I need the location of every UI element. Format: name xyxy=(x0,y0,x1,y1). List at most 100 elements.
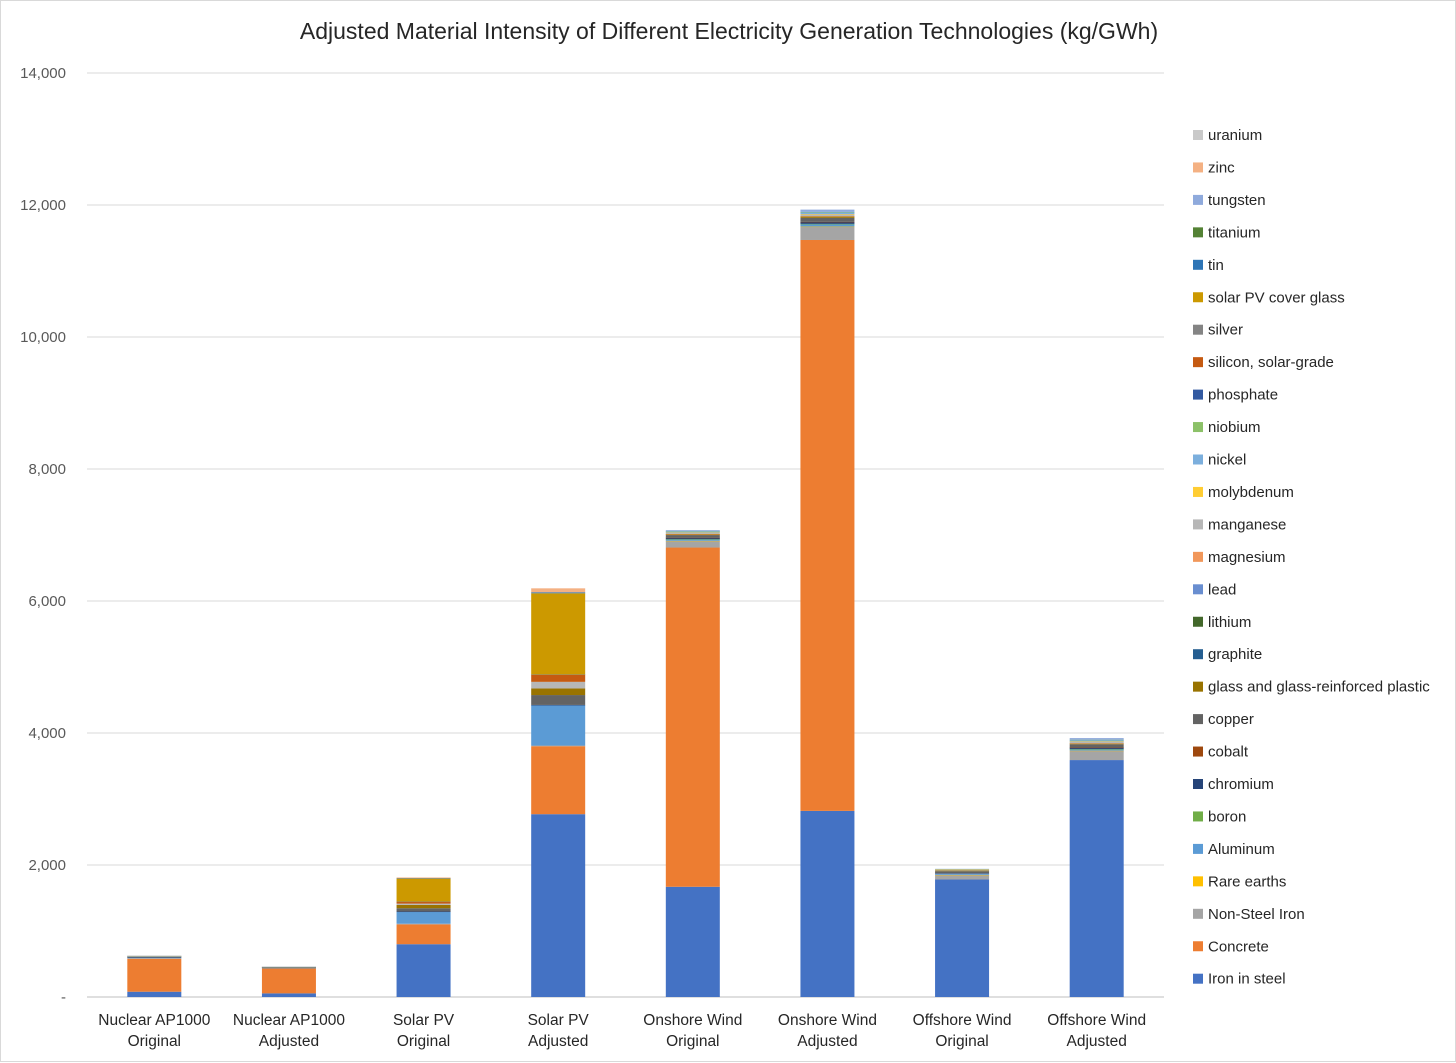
x-tick-label: Original xyxy=(666,1033,719,1050)
bar-segment xyxy=(396,878,451,902)
x-tick-label: Original xyxy=(935,1033,988,1050)
bar-segment xyxy=(665,886,720,997)
x-tick-label: Offshore Wind xyxy=(1047,1012,1146,1029)
legend-swatch xyxy=(1193,908,1203,919)
bar-segment xyxy=(127,956,182,957)
bar-segment xyxy=(1069,738,1124,740)
legend-swatch xyxy=(1193,259,1203,270)
bar-segment xyxy=(127,958,182,959)
legend-swatch xyxy=(1193,324,1203,335)
bar-segment xyxy=(531,588,586,593)
bar-segment xyxy=(665,531,720,533)
bar-segment xyxy=(531,705,586,746)
bar-segment xyxy=(800,223,855,225)
bar-segment xyxy=(531,593,586,675)
bar-segment xyxy=(1069,750,1124,761)
legend-swatch xyxy=(1193,389,1203,400)
bar-segment xyxy=(396,944,451,997)
bar-segment xyxy=(1069,743,1124,745)
legend-swatch xyxy=(1193,973,1203,984)
bar-segment xyxy=(800,226,855,228)
bar-segment xyxy=(531,592,586,594)
bar-segment xyxy=(1069,760,1124,997)
y-tick-label: 8,000 xyxy=(28,461,66,478)
bar-segment xyxy=(1069,750,1124,752)
bar-segment xyxy=(127,955,182,956)
bar-segment xyxy=(1069,747,1124,749)
legend-label: lithium xyxy=(1208,614,1251,631)
x-axis-labels: Nuclear AP1000 Original Nuclear AP1000 Adju… xyxy=(98,1012,1146,1050)
bar-segment xyxy=(665,532,720,534)
x-tick-label: Adjusted xyxy=(528,1033,588,1050)
bar-segment xyxy=(665,537,720,539)
legend-label: graphite xyxy=(1208,646,1262,663)
bar-segment xyxy=(665,540,720,548)
x-tick-label: Offshore Wind xyxy=(913,1012,1012,1029)
legend-label: lead xyxy=(1208,581,1236,598)
bar-segment xyxy=(800,226,855,240)
bar-segment xyxy=(800,209,855,212)
bar-segment xyxy=(800,216,855,217)
bar-segment xyxy=(800,211,855,213)
legend-label: copper xyxy=(1208,711,1254,728)
bar-segment xyxy=(800,221,855,224)
y-tick-label: 6,000 xyxy=(28,593,66,610)
bar-segment xyxy=(396,911,451,924)
bar-segment xyxy=(935,879,990,997)
bar-segment xyxy=(665,530,720,532)
bar-segment xyxy=(1069,744,1124,748)
legend-swatch xyxy=(1193,616,1203,627)
x-tick-label: Adjusted xyxy=(797,1033,857,1050)
x-tick-label: Solar PV xyxy=(528,1012,590,1029)
legend-label: Rare earths xyxy=(1208,873,1286,890)
legend-swatch xyxy=(1193,454,1203,465)
bar-segment xyxy=(935,869,990,871)
x-tick-label: Onshore Wind xyxy=(643,1012,742,1029)
x-tick-label: Nuclear AP1000 xyxy=(98,1012,210,1029)
bar-segment xyxy=(531,746,586,815)
bar-segment xyxy=(1069,749,1124,751)
legend-swatch xyxy=(1193,746,1203,757)
legend-swatch xyxy=(1193,519,1203,530)
legend-label: boron xyxy=(1208,808,1246,825)
bar-segment xyxy=(396,877,451,879)
legend-swatch xyxy=(1193,649,1203,660)
bar-segment xyxy=(800,217,855,222)
legend-swatch xyxy=(1193,941,1203,952)
bar-segment xyxy=(261,966,316,967)
bar-segment xyxy=(800,216,855,218)
x-tick-label: Adjusted xyxy=(259,1033,319,1050)
legend-label: solar PV cover glass xyxy=(1208,289,1345,306)
bar-segment xyxy=(665,540,720,542)
bar-segment xyxy=(1069,739,1124,742)
bar-segment xyxy=(1069,739,1124,741)
y-tick-label: 14,000 xyxy=(20,65,66,82)
legend-swatch xyxy=(1193,292,1203,303)
bar-segment xyxy=(396,904,451,909)
legend-swatch xyxy=(1193,422,1203,433)
bar-segment xyxy=(396,878,451,879)
chart-title: Adjusted Material Intensity of Different… xyxy=(299,18,1159,44)
legend-swatch xyxy=(1193,227,1203,238)
bar-segment xyxy=(531,681,586,689)
legend-label: cobalt xyxy=(1208,744,1249,761)
bar-segment xyxy=(531,745,586,747)
bar-segment xyxy=(665,531,720,532)
legend-swatch xyxy=(1193,357,1203,368)
legend-swatch xyxy=(1193,130,1203,140)
bar-segment xyxy=(665,532,720,535)
bar-segment xyxy=(127,956,182,957)
y-tick-label: 2,000 xyxy=(28,857,66,874)
legend-label: phosphate xyxy=(1208,387,1278,404)
legend-label: Iron in steel xyxy=(1208,971,1286,988)
x-tick-label: Solar PV xyxy=(393,1012,455,1029)
legend-swatch xyxy=(1193,584,1203,595)
bar-segment xyxy=(396,901,451,903)
legend-label: silver xyxy=(1208,322,1243,339)
bar-segment xyxy=(261,968,316,994)
legend-label: magnesium xyxy=(1208,549,1286,566)
legend-swatch xyxy=(1193,779,1203,789)
bar-segment xyxy=(1069,747,1124,749)
bar-segment xyxy=(1069,741,1124,742)
